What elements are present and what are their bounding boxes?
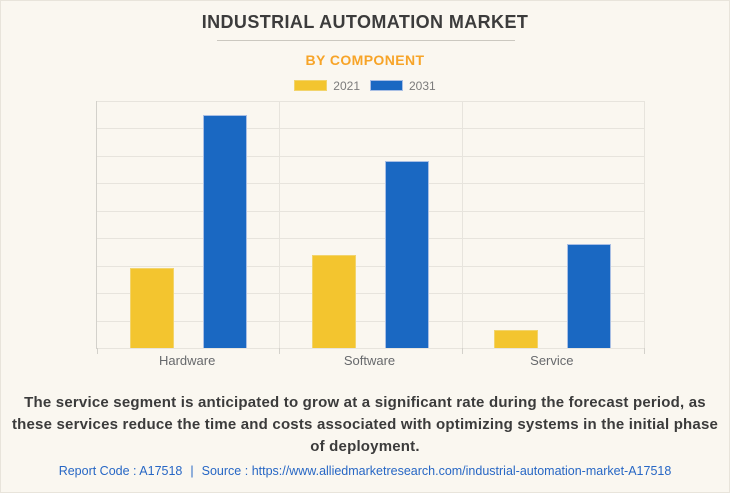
x-gridline [644, 101, 645, 348]
footer: Report Code : A17518 | Source : https://ww… [1, 464, 729, 478]
page-title: INDUSTRIAL AUTOMATION MARKET [201, 12, 529, 32]
y-gridline [97, 265, 644, 267]
y-gridline [97, 348, 644, 349]
category-label-service: Service [530, 353, 574, 368]
bar-service-2021[interactable] [494, 330, 539, 348]
bar-software-2021[interactable] [312, 254, 356, 348]
category-label-software: Software [343, 353, 396, 368]
x-axis-tick [97, 348, 98, 354]
bar-hardware-2021[interactable] [129, 268, 174, 348]
bar-service-2031[interactable] [567, 243, 612, 348]
x-axis-tick [279, 348, 281, 354]
report-code: Report Code : A17518 [58, 464, 183, 478]
plot-area [96, 101, 645, 354]
y-gridline [97, 183, 644, 185]
chart-subtitle: BY COMPONENT [305, 52, 425, 68]
y-gridline [97, 293, 644, 295]
category-labels: Hardware Software Service [96, 353, 643, 369]
x-gridline [461, 101, 463, 348]
x-axis-tick [644, 348, 645, 354]
source-label: Source : [201, 464, 249, 478]
y-gridline [97, 238, 644, 240]
bar-hardware-2031[interactable] [202, 114, 247, 348]
footer-separator: | [190, 464, 194, 478]
legend-item-2031[interactable]: 2031 [370, 79, 436, 93]
title-divider [217, 40, 515, 41]
y-gridline [97, 320, 644, 322]
x-gridline [279, 101, 281, 348]
y-gridline [97, 155, 644, 157]
legend-label-2031: 2031 [409, 78, 436, 93]
legend-swatch-2031 [370, 80, 403, 91]
y-gridline [97, 128, 644, 130]
y-gridline [97, 101, 644, 102]
y-gridline [97, 210, 644, 212]
x-axis-tick [461, 348, 463, 354]
legend-swatch-2021 [294, 80, 328, 91]
legend-item-2021[interactable]: 2021 [294, 79, 360, 93]
chart-legend: 2021 2031 [1, 78, 729, 93]
legend-label-2021: 2021 [333, 78, 360, 93]
bar-software-2031[interactable] [385, 161, 429, 348]
chart-description: The service segment is anticipated to gr… [11, 394, 719, 455]
category-label-hardware: Hardware [158, 353, 216, 368]
source-link[interactable]: https://www.alliedmarketresearch.com/ind… [251, 464, 672, 478]
